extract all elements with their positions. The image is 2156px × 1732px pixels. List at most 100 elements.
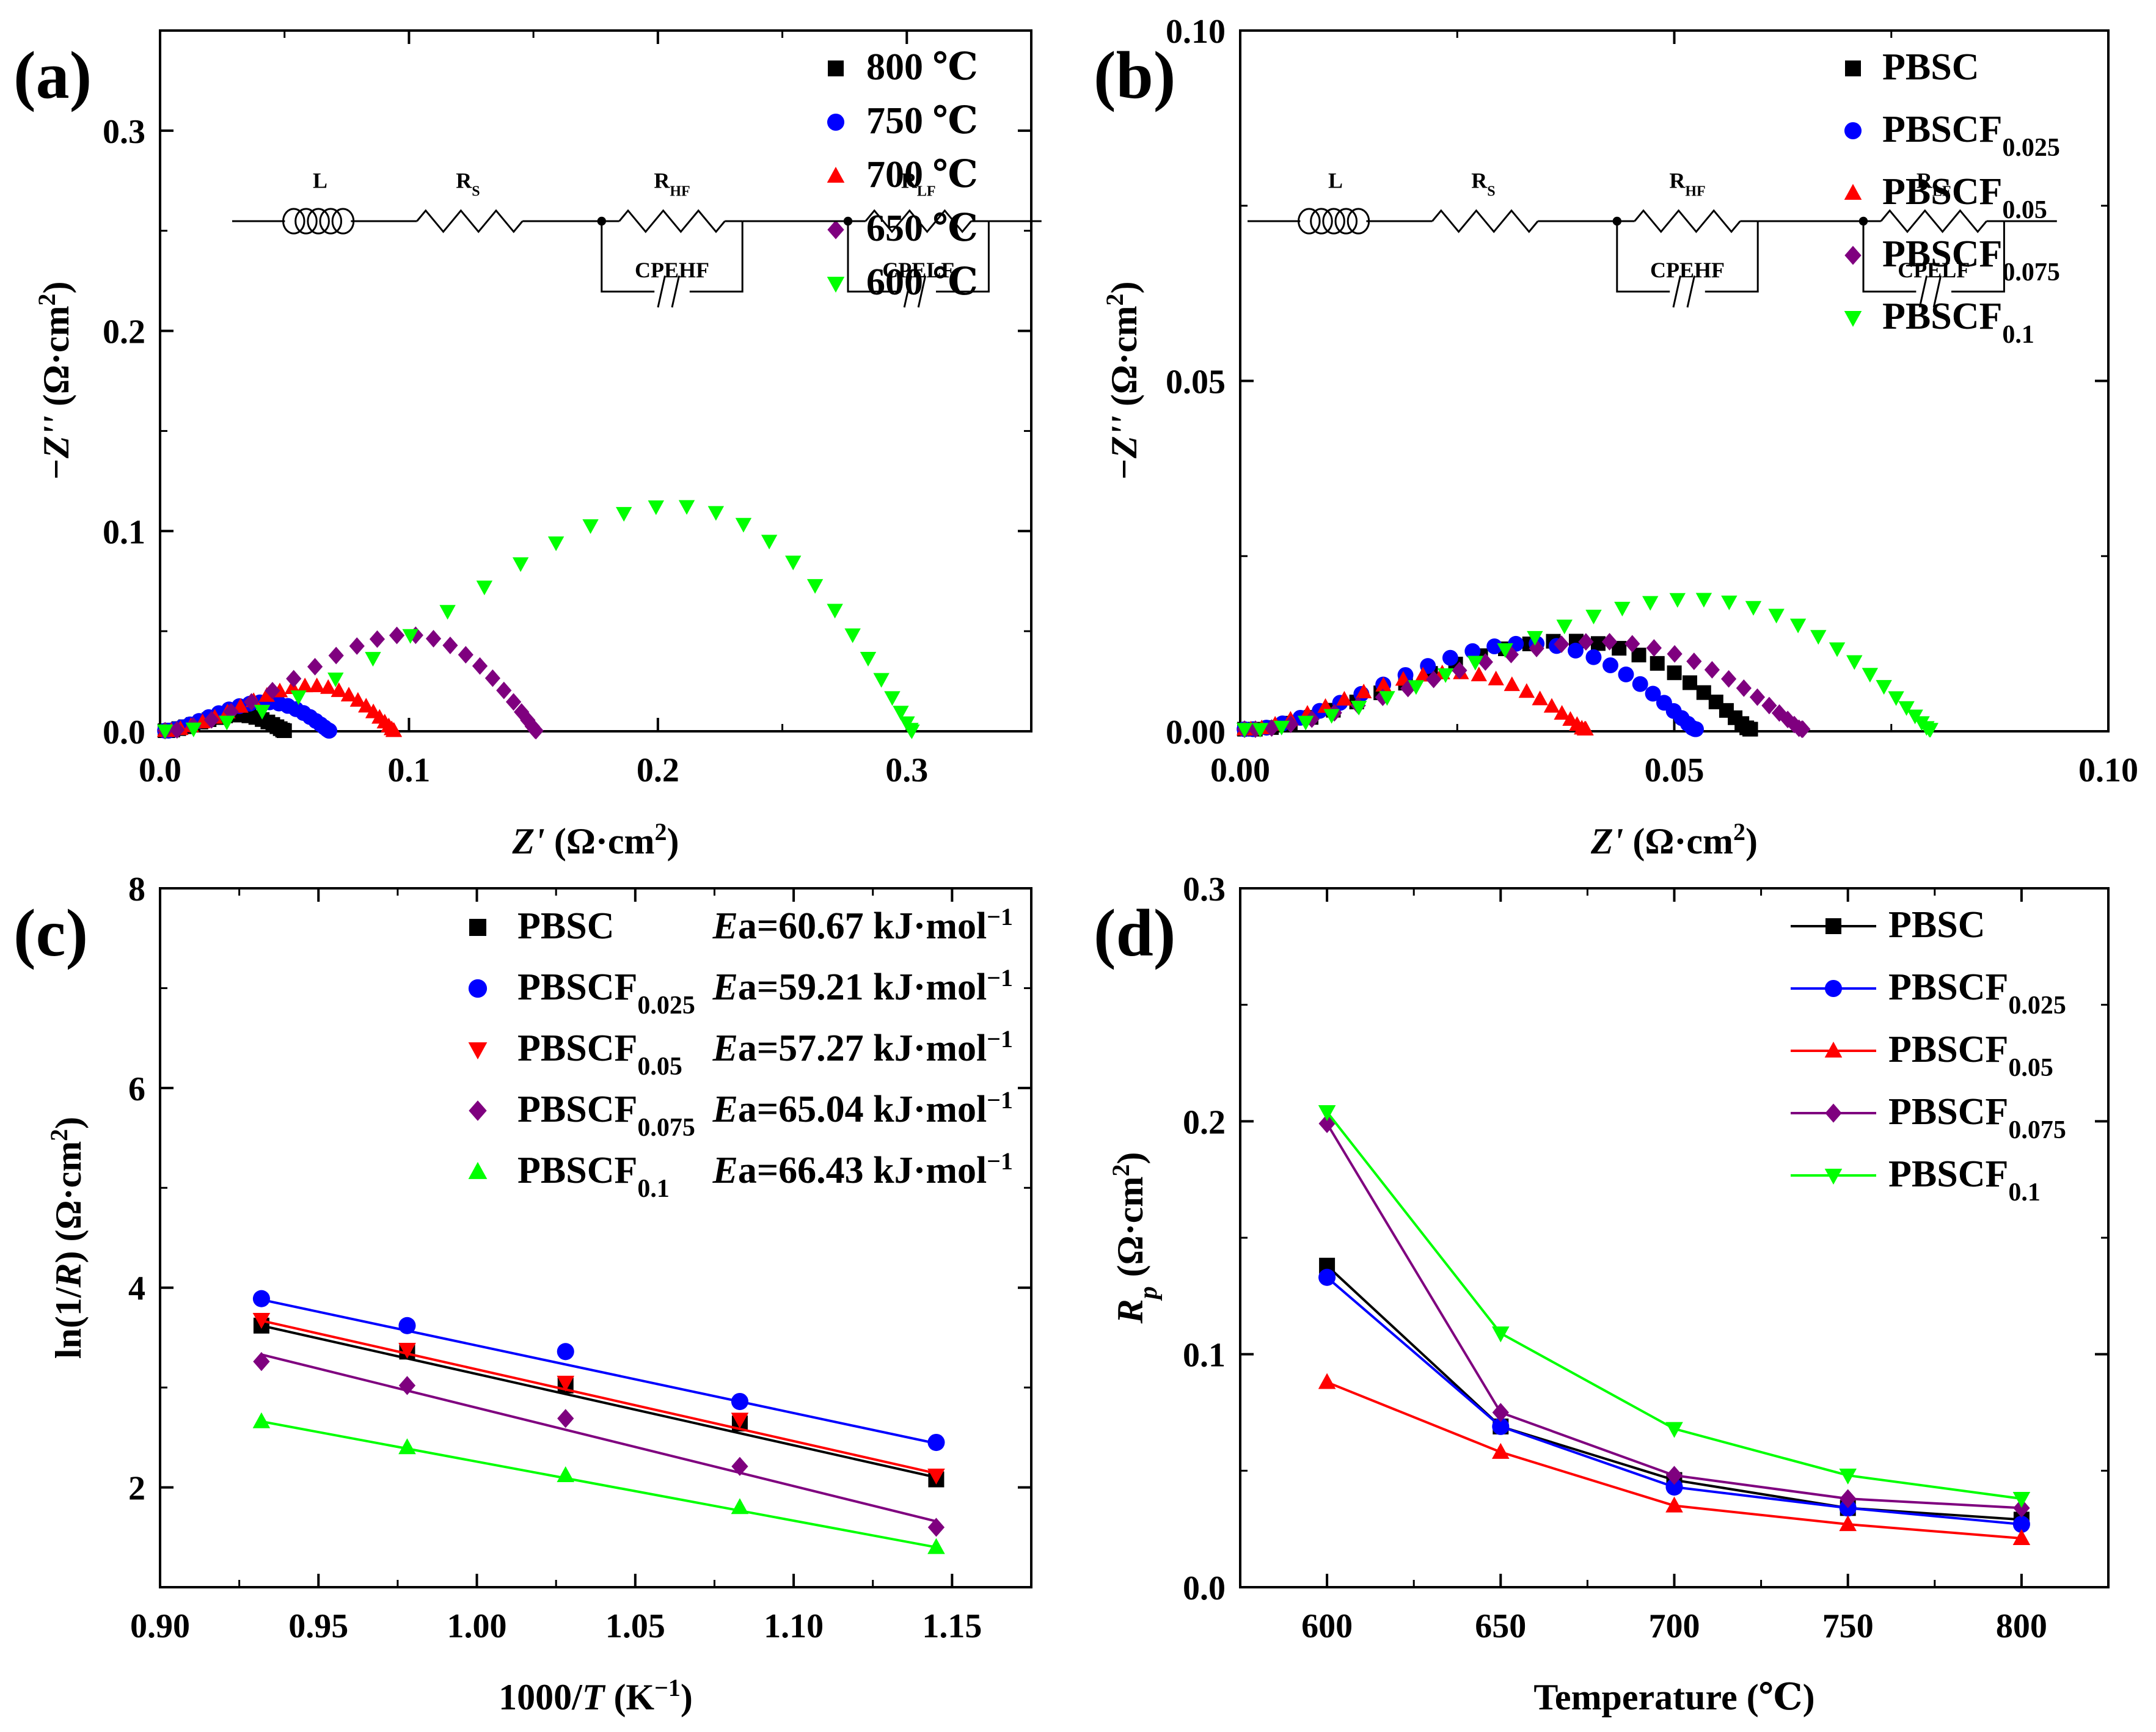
- data-point: [528, 722, 544, 740]
- circuit-label-rs: RS: [456, 168, 480, 199]
- data-point: [873, 673, 890, 688]
- legend-marker: [1824, 1042, 1843, 1058]
- data-point: [1840, 1489, 1857, 1508]
- y-tick-label: 0.0: [103, 714, 145, 751]
- circuit-wire: [1616, 221, 1670, 293]
- data-point: [1696, 685, 1711, 700]
- data-point: [1846, 655, 1863, 670]
- chart-a: 0.0 0.1 0.2 0.3 0.0 0.1 0.2 0.3 (a) Z' (Ω·cm2) −Z'…: [13, 29, 1042, 862]
- data-point: [1669, 593, 1686, 608]
- inductor-coil: [331, 208, 355, 235]
- legend-marker: [828, 60, 844, 76]
- data-point: [1624, 635, 1640, 653]
- data-point: [277, 723, 292, 739]
- resistor-rlf: [1880, 209, 1987, 233]
- fit-line: [261, 1319, 937, 1475]
- chart-c: 0.90 0.95 1.00 1.05 1.10 1.15 2 4 6 8 (c) 1000/T (K…: [13, 871, 1032, 1717]
- data-point: [514, 703, 530, 721]
- series-PBSCF0.025: [1318, 1268, 2030, 1533]
- circuit-label-cpehf: CPEHF: [635, 258, 709, 282]
- legend-marker: [1844, 184, 1862, 200]
- resistor-rlf: [864, 209, 972, 233]
- legend-marker: [827, 167, 845, 183]
- data-point: [219, 715, 235, 731]
- data-point: [1488, 670, 1504, 685]
- data-point: [2012, 1529, 2031, 1545]
- circuit-label-l: L: [1328, 168, 1343, 192]
- data-point: [1464, 643, 1481, 659]
- data-point: [472, 657, 488, 675]
- data-point: [327, 672, 344, 687]
- circuit-label-rhf: RHF: [654, 168, 690, 199]
- x-tick-label: 0.1: [387, 751, 430, 789]
- data-point: [484, 669, 501, 687]
- x-axis-label: Z' (Ω·cm2): [512, 818, 679, 862]
- data-point: [1898, 701, 1915, 716]
- data-point: [785, 555, 802, 571]
- data-point: [185, 722, 202, 737]
- plot-frame: [159, 29, 1032, 733]
- y-axis-label: −Z'' (Ω·cm2): [1101, 282, 1145, 481]
- data-point: [582, 519, 599, 534]
- data-point: [458, 646, 473, 664]
- data-point: [678, 500, 695, 515]
- data-point: [1283, 715, 1299, 733]
- series-PBSCF0.05: [1318, 1373, 2031, 1545]
- inductor-coil: [1322, 208, 1345, 235]
- data-point: [2013, 1498, 2030, 1518]
- circuit-wire: [689, 221, 744, 293]
- data-point: [307, 657, 323, 676]
- chart-b: 0.00 0.05 0.100.000.050.10(b)Z' (Ω·cm2)−Z'…: [1094, 13, 2138, 861]
- data-point: [1665, 1496, 1683, 1513]
- circuit-wire: [1862, 221, 1917, 293]
- inductor-coil: [282, 208, 305, 235]
- data-point: [398, 1342, 416, 1359]
- data-point: [1688, 721, 1704, 737]
- data-point: [1642, 596, 1659, 611]
- legend-marker: [1824, 979, 1843, 998]
- data-point: [1736, 679, 1752, 697]
- activation-energy-label: Ea=57.27 kJ·mol−1: [712, 1025, 1013, 1070]
- data-point: [1437, 668, 1454, 683]
- data-point: [505, 693, 522, 711]
- data-point: [1273, 720, 1290, 736]
- data-point: [557, 1409, 574, 1428]
- data-point: [860, 651, 877, 667]
- circuit-wire: [936, 221, 990, 293]
- data-point: [1922, 723, 1939, 738]
- data-point: [731, 1498, 749, 1515]
- data-point: [1236, 723, 1253, 738]
- inductor-coil: [294, 208, 318, 235]
- chart-d: 600 650 700 750 800 0.0 0.1 0.2 0.3(d) Temperatur…: [1094, 871, 2110, 1717]
- legend-label: PBSC: [1888, 904, 1985, 946]
- data-point: [1452, 661, 1467, 679]
- legend-label: 800 ℃: [866, 46, 978, 88]
- data-point: [1795, 720, 1811, 738]
- x-tick-label: 750: [1822, 1607, 1874, 1645]
- data-point: [1504, 676, 1520, 692]
- data-point: [156, 724, 174, 739]
- data-point: [2012, 1516, 2030, 1533]
- legend-label: PBSCF0.025: [1888, 966, 2066, 1020]
- data-point: [1667, 665, 1682, 681]
- y-tick-label: 0.00: [1166, 714, 1226, 751]
- data-point: [1414, 667, 1431, 682]
- data-point: [389, 626, 405, 645]
- data-point: [1683, 675, 1698, 690]
- data-point: [1426, 670, 1442, 689]
- data-point: [904, 724, 920, 739]
- legend-marker: [1825, 918, 1841, 934]
- data-point: [927, 1433, 945, 1452]
- data-point: [1704, 660, 1720, 679]
- data-point: [1665, 1422, 1683, 1438]
- legend-label: PBSCF0.025: [1882, 109, 2060, 162]
- data-point: [398, 1376, 416, 1395]
- legend-label: PBSCF0.1: [1882, 296, 2034, 349]
- data-point: [1585, 610, 1602, 625]
- series-PBSCF0.1: [1236, 593, 1939, 738]
- data-point: [402, 629, 418, 644]
- legend-marker: [827, 113, 845, 131]
- data-point: [254, 704, 271, 720]
- x-tick-label: 650: [1475, 1607, 1526, 1645]
- data-point: [496, 681, 512, 700]
